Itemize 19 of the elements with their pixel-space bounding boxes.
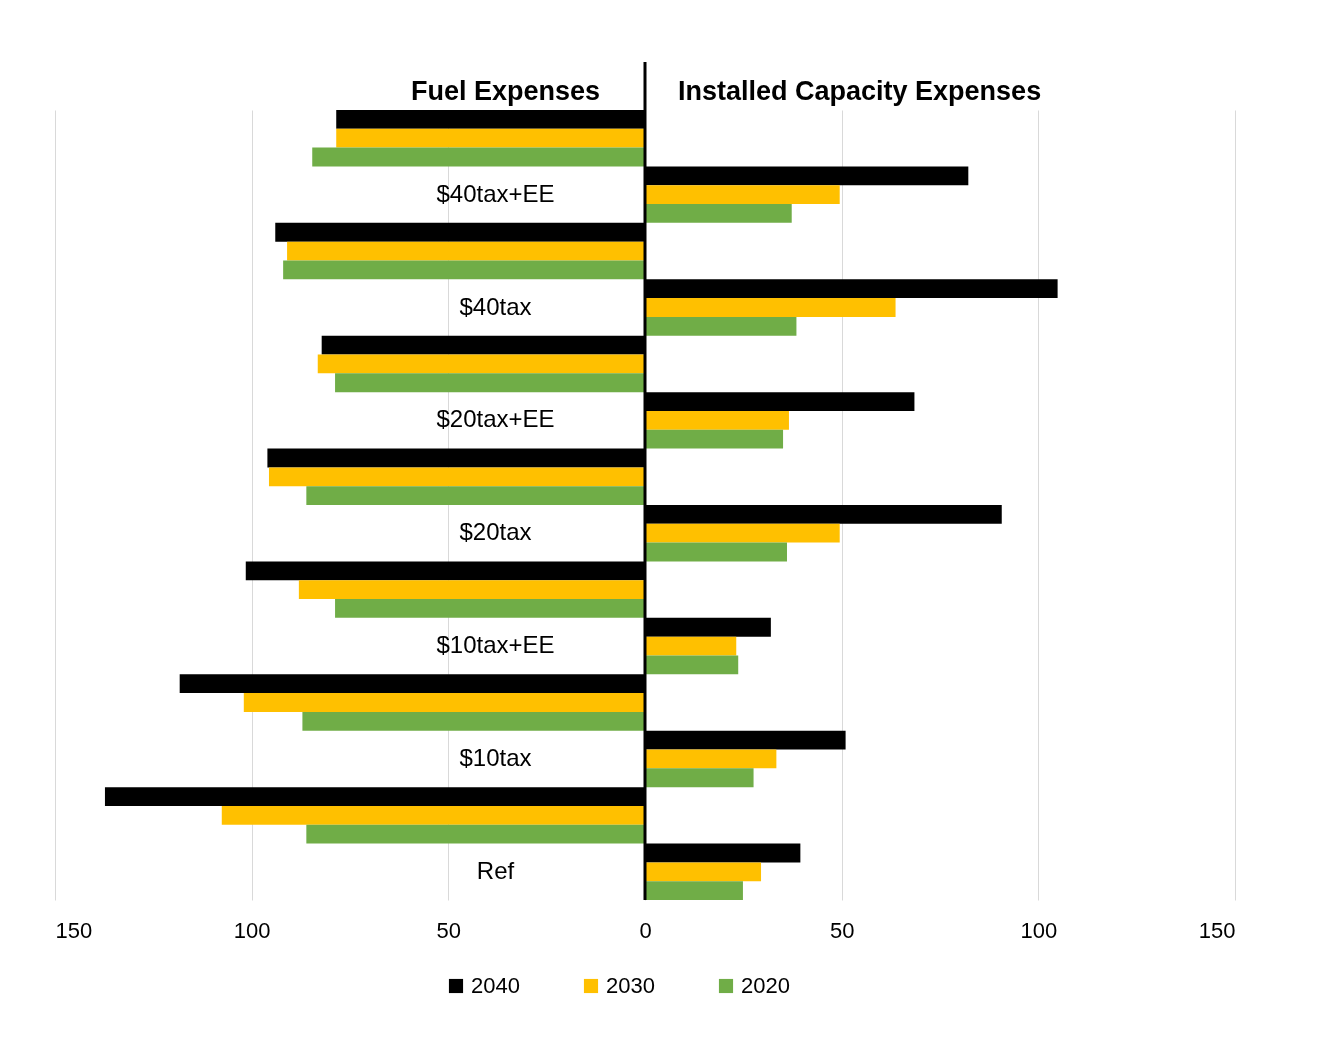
x-tick-label: 0: [639, 917, 652, 943]
legend-label: 2030: [606, 973, 655, 998]
y-tick-label: $40tax+EE: [436, 179, 555, 207]
x-tick-label: 50: [436, 917, 462, 943]
x-tick-label: 50: [829, 917, 855, 943]
y-tick-label: $10tax: [459, 743, 532, 771]
legend-label: 2020: [741, 973, 790, 998]
y-tick-label: $20tax: [459, 518, 532, 546]
y-tick-label: $20tax+EE: [436, 405, 555, 433]
x-tick-label: 100: [233, 917, 271, 943]
text: Installed Capacity Expenses: [678, 76, 1042, 106]
x-tick-label: 150: [55, 917, 93, 943]
text: Fuel Expenses: [410, 76, 600, 106]
legend-label: 2040: [471, 973, 520, 998]
y-tick-label: Ref: [476, 856, 515, 884]
y-tick-label: $40tax: [459, 292, 532, 320]
x-tick-label: 100: [1020, 917, 1058, 943]
y-tick-label: $10tax+EE: [436, 631, 555, 659]
x-tick-label: 150: [1198, 917, 1236, 943]
